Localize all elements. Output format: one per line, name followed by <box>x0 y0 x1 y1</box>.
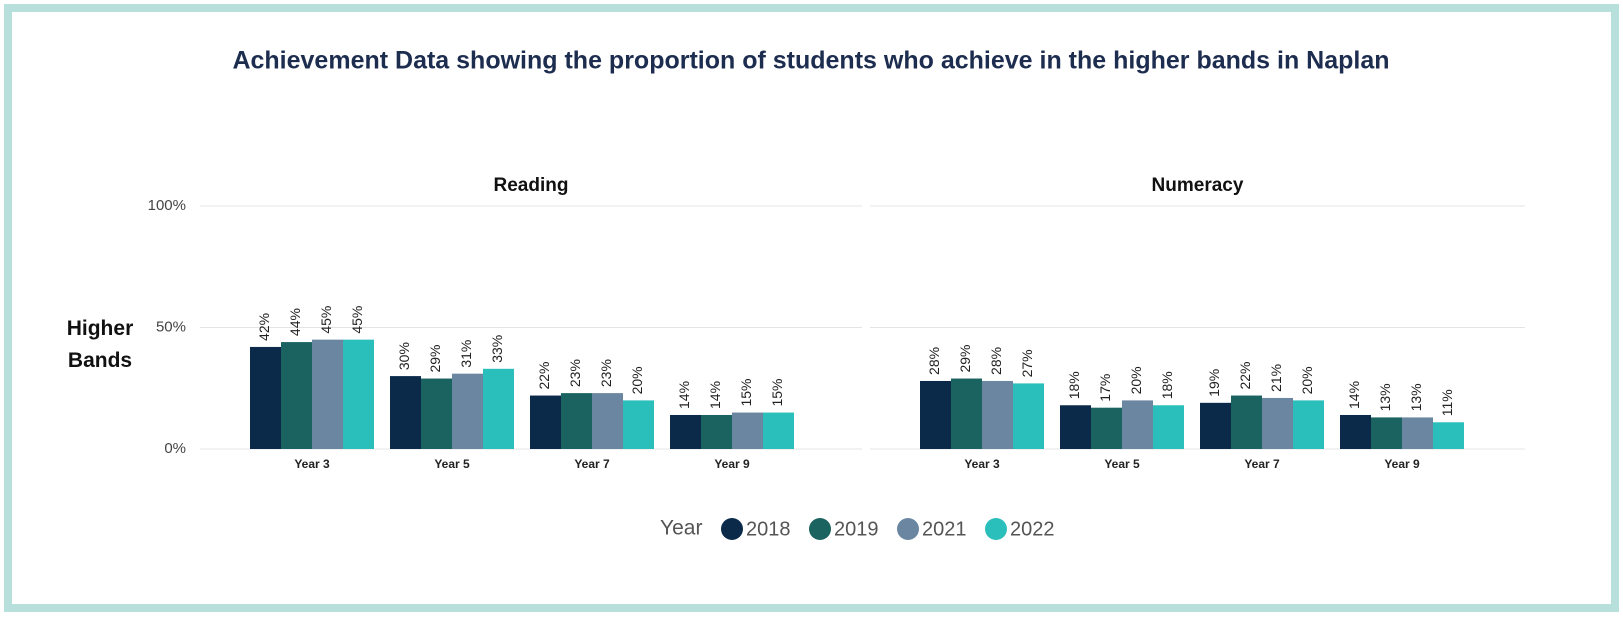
bar <box>1293 400 1324 449</box>
bar <box>390 376 421 449</box>
legend-label: 2021 <box>922 518 967 540</box>
data-label: 28% <box>988 347 1004 375</box>
bar <box>281 342 312 449</box>
x-tick-label: Year 7 <box>574 457 610 471</box>
bar <box>920 380 951 449</box>
x-tick-label: Year 9 <box>1384 457 1420 471</box>
bar <box>1433 422 1464 449</box>
data-label: 29% <box>427 344 443 372</box>
data-label: 14% <box>1346 381 1362 409</box>
bar <box>701 414 732 449</box>
data-label: 30% <box>396 342 412 370</box>
bar <box>1060 405 1091 449</box>
data-label: 20% <box>629 366 645 394</box>
chart-title: Achievement Data showing the proportion … <box>232 47 1389 75</box>
legend-label: 2018 <box>746 518 791 540</box>
bar <box>483 368 514 449</box>
bar <box>763 412 794 449</box>
legend-swatch <box>721 518 743 540</box>
legend-label: 2019 <box>834 518 879 540</box>
bar <box>1013 383 1044 449</box>
x-tick-label: Year 3 <box>964 457 1000 471</box>
panel-title: Numeracy <box>1152 175 1244 196</box>
data-label: 45% <box>349 306 365 334</box>
data-label: 15% <box>769 379 785 407</box>
bar <box>951 378 982 449</box>
bar <box>1091 407 1122 449</box>
bar <box>1231 395 1262 449</box>
x-tick-label: Year 5 <box>434 457 470 471</box>
bar <box>670 414 701 449</box>
bar <box>1153 405 1184 449</box>
x-tick-label: Year 3 <box>294 457 330 471</box>
bar <box>1200 402 1231 449</box>
bar <box>1402 417 1433 449</box>
data-label: 13% <box>1377 383 1393 411</box>
data-label: 19% <box>1206 369 1222 397</box>
legend-swatch <box>897 518 919 540</box>
data-label: 31% <box>458 340 474 368</box>
bar <box>1371 417 1402 449</box>
data-label: 14% <box>676 381 692 409</box>
data-label: 21% <box>1268 364 1284 392</box>
data-label: 22% <box>536 362 552 390</box>
y-axis-label: Higher Bands <box>67 317 134 372</box>
bar <box>623 400 654 449</box>
bar <box>561 393 592 449</box>
data-label: 42% <box>256 313 272 341</box>
x-tick-label: Year 7 <box>1244 457 1280 471</box>
legend-swatch <box>809 518 831 540</box>
data-label: 44% <box>287 308 303 336</box>
data-label: 17% <box>1097 374 1113 402</box>
x-tick-label: Year 5 <box>1104 457 1140 471</box>
data-label: 20% <box>1128 366 1144 394</box>
data-label: 18% <box>1159 371 1175 399</box>
data-label: 33% <box>489 335 505 363</box>
data-label: 27% <box>1019 349 1035 377</box>
bar <box>732 412 763 449</box>
bar <box>592 393 623 449</box>
y-tick-label: 100% <box>148 197 186 214</box>
data-label: 13% <box>1408 383 1424 411</box>
legend-swatch <box>985 518 1007 540</box>
legend-label: 2022 <box>1010 518 1055 540</box>
frame <box>4 4 1619 612</box>
bar <box>1340 414 1371 449</box>
data-label: 20% <box>1299 366 1315 394</box>
bar <box>530 395 561 449</box>
panel-title: Reading <box>494 175 569 196</box>
bar <box>452 373 483 449</box>
data-label: 18% <box>1066 371 1082 399</box>
data-label: 23% <box>567 359 583 387</box>
data-label: 11% <box>1439 389 1455 416</box>
data-label: 29% <box>957 344 973 372</box>
bar <box>421 378 452 449</box>
bar <box>1122 400 1153 449</box>
y-tick-label: 0% <box>164 440 186 457</box>
bar <box>312 339 343 449</box>
bar <box>343 339 374 449</box>
data-label: 22% <box>1237 362 1253 390</box>
bar <box>1262 397 1293 449</box>
data-label: 14% <box>707 381 723 409</box>
bar <box>250 346 281 449</box>
data-label: 15% <box>738 379 754 407</box>
y-tick-label: 50% <box>156 318 186 335</box>
data-label: 28% <box>926 347 942 375</box>
x-tick-label: Year 9 <box>714 457 750 471</box>
data-label: 45% <box>318 306 334 334</box>
bar <box>982 380 1013 449</box>
legend-title: Year <box>660 517 702 540</box>
data-label: 23% <box>598 359 614 387</box>
